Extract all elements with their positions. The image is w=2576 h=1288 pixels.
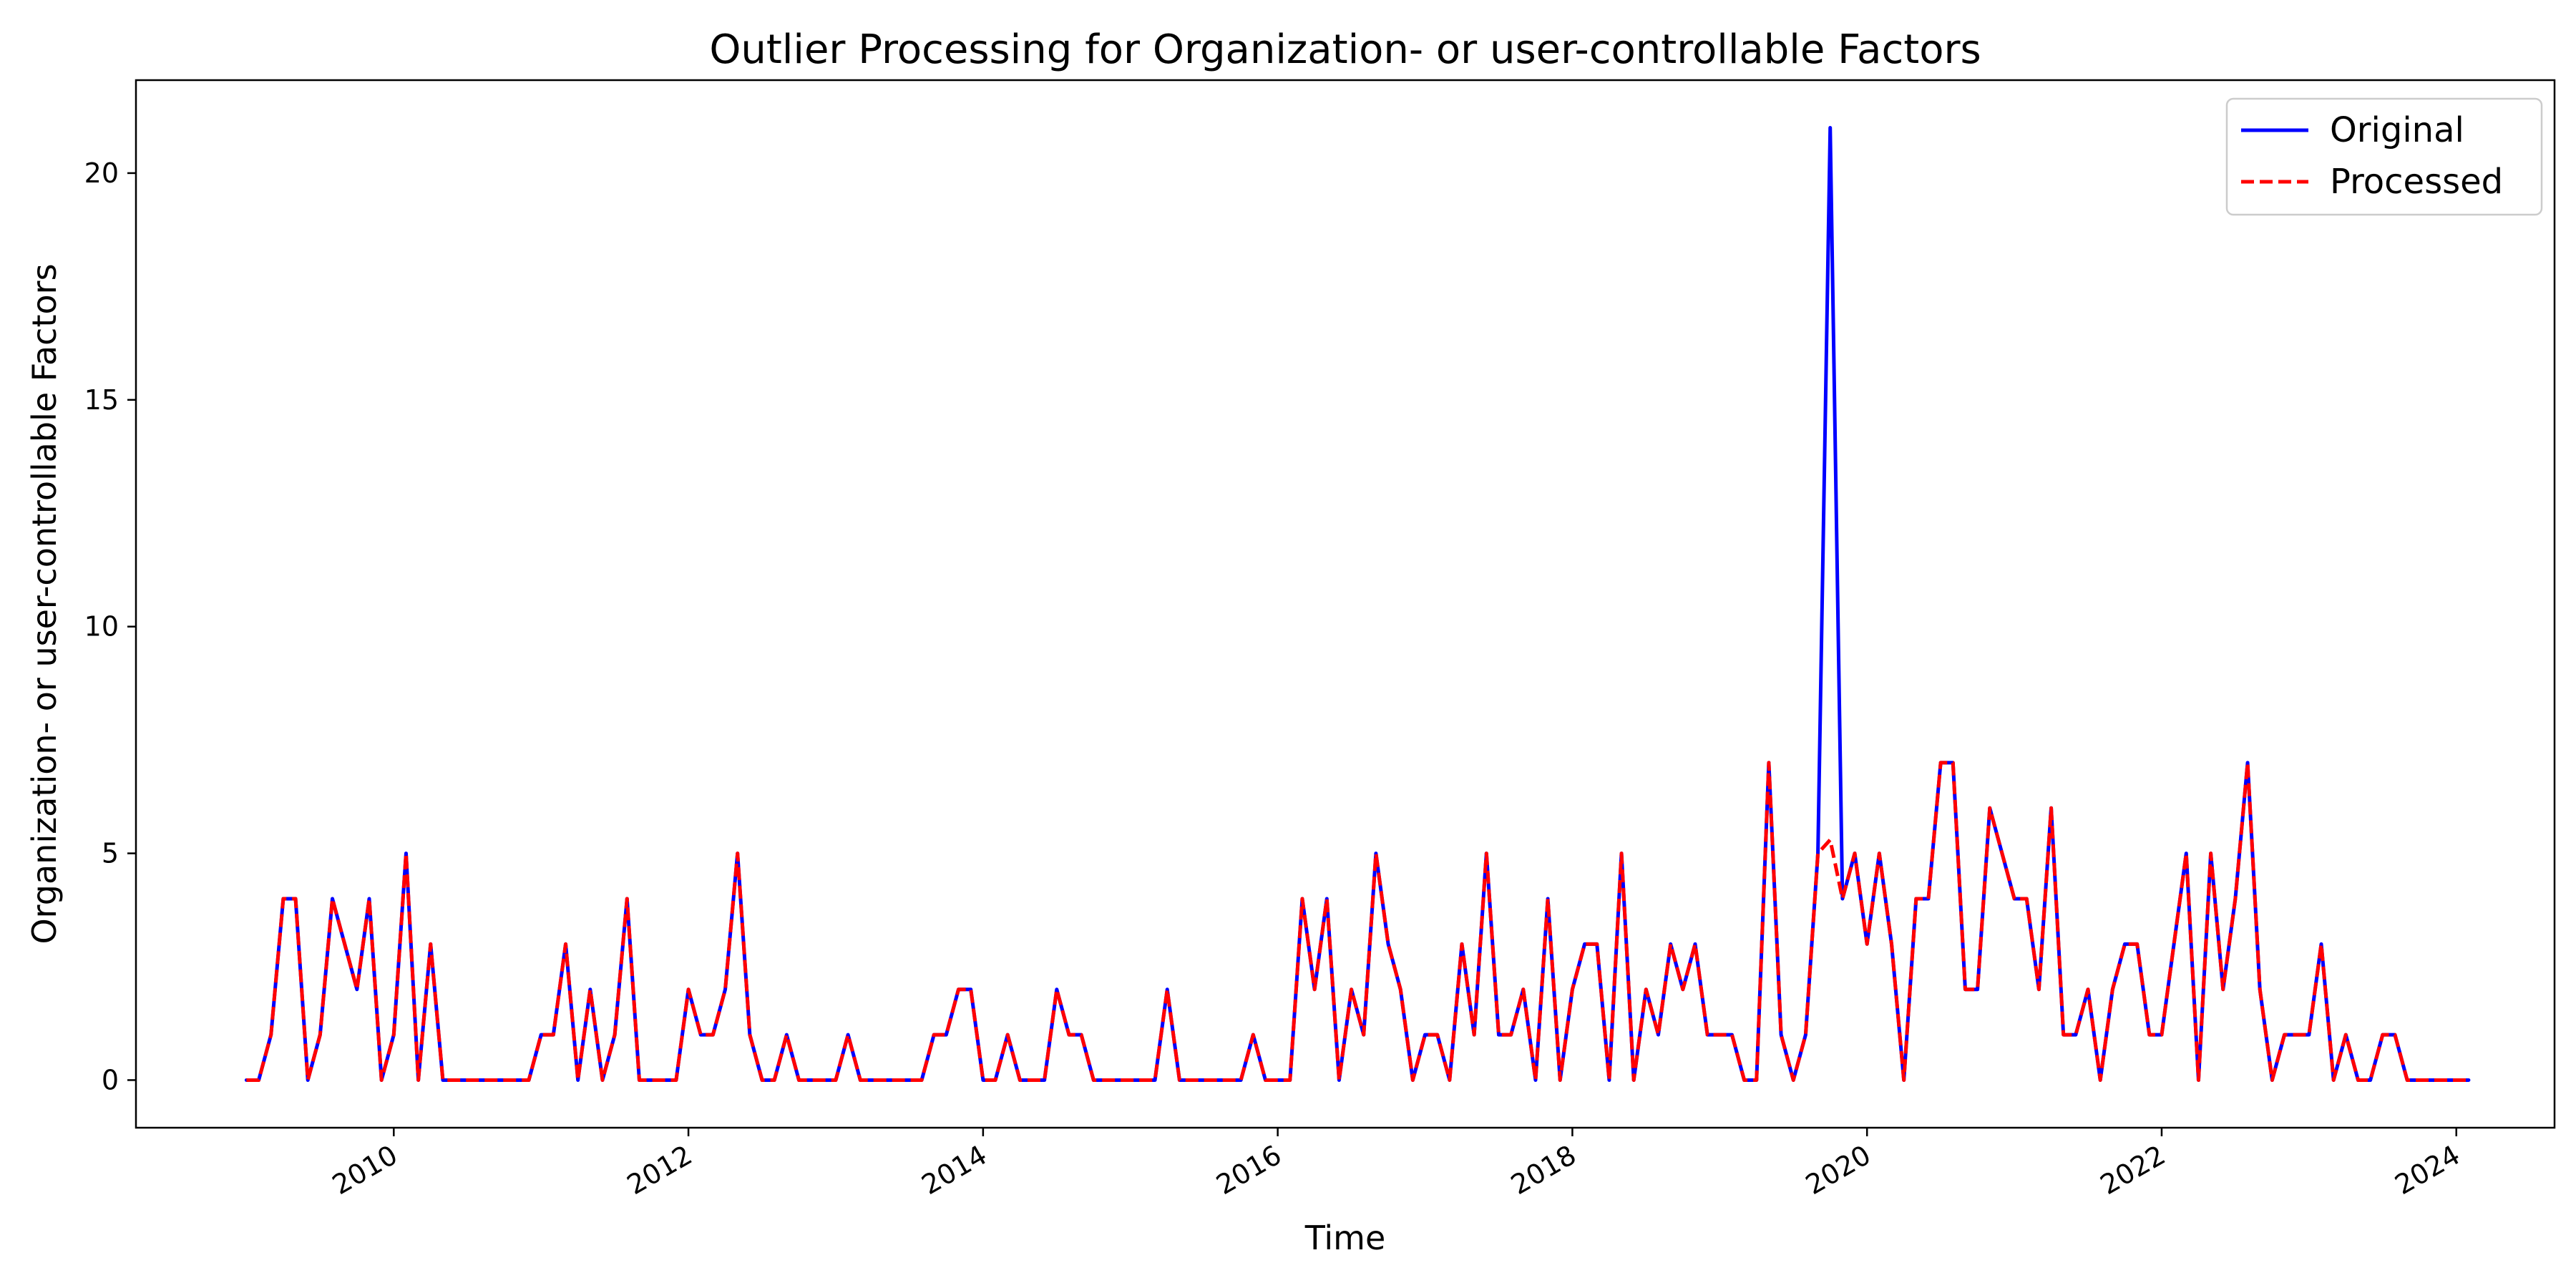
y-tick-label: 15 (84, 384, 119, 416)
legend-label-processed: Processed (2330, 162, 2503, 202)
y-axis: 0 5 10 15 20 (84, 157, 136, 1096)
legend-label-original: Original (2330, 110, 2464, 150)
y-tick-label: 10 (84, 611, 119, 643)
series-line-processed (246, 761, 2469, 1082)
x-axis-label: Time (1304, 1219, 1386, 1257)
series-layer (244, 126, 2471, 1082)
legend: Original Processed (2225, 97, 2543, 216)
y-tick-label: 20 (84, 157, 119, 189)
y-axis-label: Organization- or user-controllable Facto… (25, 263, 64, 944)
legend-box (2225, 97, 2543, 216)
plot-frame (135, 79, 2556, 1129)
y-tick-label: 5 (102, 838, 119, 869)
chart-title: Outlier Processing for Organization- or … (709, 26, 1981, 73)
y-tick-label: 0 (102, 1064, 119, 1096)
